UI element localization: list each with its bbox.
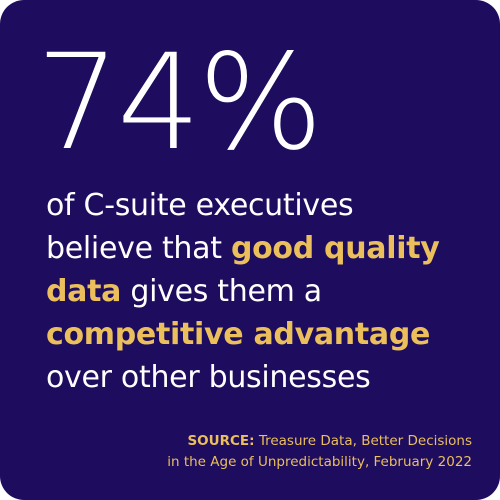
statement-highlight: data — [46, 274, 122, 309]
source-text: Treasure Data, Better Decisions — [254, 433, 472, 449]
statement-line-1: of C-suite executives — [46, 188, 354, 223]
statement-line-3: data gives them a — [46, 270, 476, 313]
statement-line-5: over other businesses — [46, 360, 371, 395]
source-citation: SOURCE: Treasure Data, Better Decisions … — [52, 431, 472, 473]
stat-statement: of C-suite executives believe that good … — [46, 184, 476, 399]
statement-line-4: competitive advantage — [46, 317, 431, 352]
statement-text: gives them a — [121, 274, 322, 309]
source-line-2: in the Age of Unpredictability, February… — [167, 454, 472, 470]
source-line-1: SOURCE: Treasure Data, Better Decisions — [52, 431, 472, 452]
source-label: SOURCE: — [187, 433, 255, 449]
stat-value: 74% — [36, 26, 323, 180]
statement-line-2: believe that good quality — [46, 227, 476, 270]
statement-text: believe that — [46, 231, 231, 266]
statement-highlight: good quality — [230, 231, 440, 266]
